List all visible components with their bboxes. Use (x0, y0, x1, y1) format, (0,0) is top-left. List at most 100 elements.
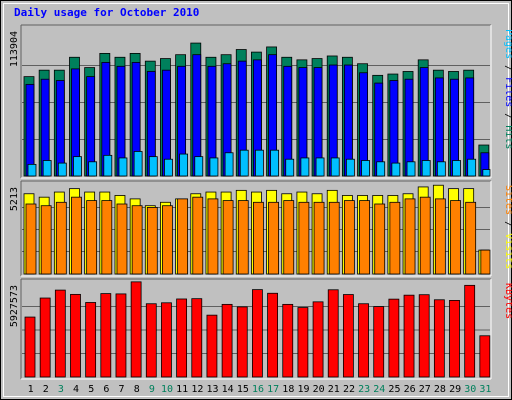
outer-bevel (3, 3, 509, 397)
hits-files-pages-bar-pages-1 (27, 163, 37, 177)
visits-sites-bar-sites-20 (313, 201, 325, 275)
kbytes-bar-kbytes-14 (221, 303, 233, 378)
x-tick-label-3: 3 (58, 384, 64, 395)
hits-files-pages-bar-pages-13 (209, 157, 219, 177)
hits-files-pages-bar-pages-22 (345, 158, 355, 177)
kbytes-bar-kbytes-6 (100, 293, 112, 378)
hits-files-pages-axis-label-part: / (503, 59, 512, 77)
hits-files-pages-bar-pages-11 (179, 153, 189, 177)
visits-sites-bar-sites-17 (268, 201, 279, 275)
hits-files-pages-bar-files-1 (25, 83, 35, 177)
visits-sites-bar-sites-30 (465, 201, 477, 275)
hits-files-pages-bar-pages-8 (133, 151, 143, 177)
visits-sites-bar-sites-26 (404, 198, 416, 275)
kbytes-bar-kbytes-16 (252, 289, 263, 378)
x-tick-label-13: 13 (206, 384, 218, 395)
hits-files-pages-bar-pages-18 (285, 158, 295, 177)
x-tick-label-30: 30 (464, 384, 476, 395)
x-tick-label-25: 25 (388, 384, 400, 395)
kbytes-bar-kbytes-29 (449, 300, 460, 378)
visits-sites-bar-sites-19 (298, 201, 310, 275)
hits-files-pages-bar-pages-5 (88, 161, 98, 177)
visits-sites-bar-sites-8 (131, 205, 143, 275)
kbytes-bar-kbytes-1 (24, 316, 36, 378)
visits-sites-bar-sites-11 (177, 198, 189, 275)
hits-files-pages-bar-pages-27 (421, 160, 431, 177)
visits-sites-bar-sites-12 (192, 196, 204, 275)
hits-files-pages-bar-pages-30 (467, 158, 477, 177)
x-tick-label-27: 27 (419, 384, 431, 395)
x-tick-label-17: 17 (267, 384, 279, 395)
kbytes-bar-kbytes-3 (54, 289, 66, 378)
visits-sites-axis-label: Sites / Visits (503, 185, 512, 269)
visits-sites-bar-sites-6 (101, 200, 113, 275)
hits-files-pages-ymax-label: 113904 (9, 31, 20, 67)
visits-sites-bar-sites-24 (374, 203, 386, 275)
kbytes-bar-kbytes-28 (433, 299, 445, 378)
kbytes-bar-kbytes-27 (418, 294, 430, 378)
kbytes-bar-kbytes-13 (206, 314, 218, 378)
chart-title: Daily usage for October 2010 (14, 6, 200, 19)
kbytes-bar-kbytes-18 (282, 303, 294, 378)
hits-files-pages-bar-pages-25 (391, 162, 401, 177)
visits-sites-bar-sites-25 (389, 201, 401, 275)
visits-sites-bar-sites-14 (222, 200, 234, 275)
visits-sites-bar-sites-4 (71, 196, 82, 275)
visits-sites-bar-sites-3 (55, 201, 67, 275)
kbytes-bar-kbytes-30 (464, 284, 476, 378)
kbytes-bar-kbytes-9 (145, 303, 157, 378)
hits-files-pages-bar-files-3 (55, 80, 65, 177)
x-tick-label-20: 20 (313, 384, 325, 395)
x-tick-label-5: 5 (88, 384, 94, 395)
x-tick-label-28: 28 (434, 384, 446, 395)
visits-sites-bar-sites-1 (25, 203, 37, 275)
visits-sites-bar-sites-31 (480, 249, 491, 275)
hits-files-pages-bar-pages-20 (315, 157, 325, 177)
hits-files-pages-axis-label-part: Files (503, 77, 512, 107)
kbytes-bar-kbytes-25 (388, 298, 400, 378)
visits-sites-ymax-label: 5213 (9, 187, 20, 211)
x-tick-label-8: 8 (134, 384, 140, 395)
x-tick-label-26: 26 (404, 384, 416, 395)
hits-files-pages-bar-pages-3 (57, 162, 67, 177)
visits-sites-bar-sites-13 (207, 198, 219, 275)
x-tick-label-7: 7 (119, 384, 125, 395)
hits-files-pages-axis-label: Pages / Files / Hits (503, 29, 512, 149)
visits-sites-bar-sites-7 (116, 203, 128, 275)
hits-files-pages-bar-pages-28 (436, 161, 446, 177)
kbytes-bar-kbytes-31 (479, 335, 491, 378)
kbytes-bar-kbytes-7 (115, 293, 127, 378)
kbytes-axis-label: KBytes (503, 283, 512, 319)
hits-files-pages-bar-pages-9 (148, 156, 158, 177)
visits-sites-bar-sites-16 (253, 201, 264, 275)
hits-files-pages-bar-pages-14 (224, 152, 234, 177)
hits-files-pages-bar-pages-23 (361, 160, 370, 177)
hits-files-pages-bar-pages-2 (42, 160, 52, 177)
kbytes-bar-kbytes-12 (191, 298, 203, 378)
x-tick-label-14: 14 (222, 384, 234, 395)
kbytes-bar-kbytes-8 (130, 281, 142, 378)
hits-files-pages-bar-pages-4 (73, 156, 82, 177)
hits-files-pages-bar-pages-24 (376, 161, 386, 177)
hits-files-pages-bar-files-27 (419, 67, 429, 177)
x-tick-label-9: 9 (149, 384, 155, 395)
visits-sites-bar-sites-23 (359, 200, 370, 275)
visits-sites-bar-sites-21 (328, 201, 340, 275)
x-tick-label-29: 29 (449, 384, 461, 395)
hits-files-pages-bar-pages-31 (482, 169, 491, 177)
hits-files-pages-bar-pages-6 (103, 154, 113, 177)
kbytes-bar-kbytes-22 (342, 294, 354, 378)
visits-sites-bar-sites-27 (419, 196, 431, 275)
x-tick-label-22: 22 (343, 384, 355, 395)
kbytes-bar-kbytes-4 (70, 293, 81, 378)
kbytes-bar-kbytes-10 (161, 302, 172, 378)
kbytes-bar-kbytes-19 (297, 307, 309, 378)
x-tick-label-11: 11 (176, 384, 188, 395)
x-tick-label-6: 6 (103, 384, 109, 395)
kbytes-bar-kbytes-21 (327, 289, 339, 378)
hits-files-pages-bar-pages-15 (239, 149, 249, 177)
x-tick-label-4: 4 (73, 384, 79, 395)
hits-files-pages-bar-pages-21 (330, 157, 340, 177)
